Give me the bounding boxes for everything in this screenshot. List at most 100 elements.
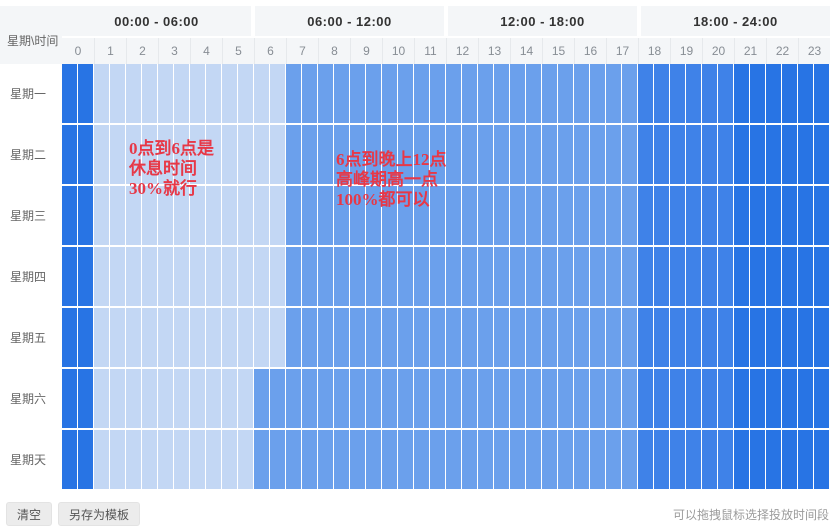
schedule-cell-h6[interactable] <box>254 430 285 489</box>
schedule-cell-half[interactable] <box>158 64 173 123</box>
schedule-cell-half[interactable] <box>270 430 285 489</box>
schedule-cell-half[interactable] <box>814 125 829 184</box>
schedule-cell-half[interactable] <box>590 308 605 367</box>
schedule-cell-half[interactable] <box>606 308 621 367</box>
schedule-cell-half[interactable] <box>526 308 541 367</box>
schedule-cell-half[interactable] <box>798 186 813 245</box>
schedule-cell-half[interactable] <box>110 308 125 367</box>
schedule-cell-half[interactable] <box>142 369 157 428</box>
schedule-cell-half[interactable] <box>670 186 685 245</box>
schedule-cell-half[interactable] <box>238 247 253 306</box>
schedule-cell-half[interactable] <box>270 369 285 428</box>
schedule-cell-h16[interactable] <box>574 125 605 184</box>
schedule-cell-half[interactable] <box>414 430 429 489</box>
schedule-cell-half[interactable] <box>110 125 125 184</box>
schedule-cell-half[interactable] <box>750 308 765 367</box>
schedule-cell-half[interactable] <box>366 247 381 306</box>
schedule-cell-half[interactable] <box>302 247 317 306</box>
schedule-cell-h10[interactable] <box>382 186 413 245</box>
schedule-cell-half[interactable] <box>734 308 749 367</box>
schedule-cell-h7[interactable] <box>286 64 317 123</box>
schedule-cell-half[interactable] <box>238 308 253 367</box>
schedule-cell-h16[interactable] <box>574 430 605 489</box>
schedule-cell-half[interactable] <box>174 247 189 306</box>
schedule-cell-half[interactable] <box>526 247 541 306</box>
schedule-cell-h15[interactable] <box>542 186 573 245</box>
schedule-cell-half[interactable] <box>718 247 733 306</box>
schedule-cell-half[interactable] <box>446 430 461 489</box>
schedule-cell-half[interactable] <box>302 125 317 184</box>
schedule-cell-h7[interactable] <box>286 308 317 367</box>
schedule-cell-half[interactable] <box>270 125 285 184</box>
schedule-cell-h11[interactable] <box>414 430 445 489</box>
schedule-cell-h14[interactable] <box>510 247 541 306</box>
schedule-cell-half[interactable] <box>510 125 525 184</box>
schedule-cell-half[interactable] <box>430 430 445 489</box>
schedule-cell-h1[interactable] <box>94 64 125 123</box>
schedule-cell-half[interactable] <box>654 125 669 184</box>
schedule-cell-half[interactable] <box>798 430 813 489</box>
schedule-cell-half[interactable] <box>350 64 365 123</box>
schedule-cell-h19[interactable] <box>670 186 701 245</box>
schedule-cell-half[interactable] <box>222 430 237 489</box>
schedule-cell-half[interactable] <box>478 369 493 428</box>
schedule-cell-half[interactable] <box>286 247 301 306</box>
schedule-cell-half[interactable] <box>174 369 189 428</box>
schedule-cell-half[interactable] <box>398 369 413 428</box>
schedule-cell-half[interactable] <box>254 186 269 245</box>
schedule-cell-half[interactable] <box>718 186 733 245</box>
schedule-cell-half[interactable] <box>798 125 813 184</box>
clear-button[interactable]: 清空 <box>6 502 53 526</box>
schedule-cell-half[interactable] <box>558 186 573 245</box>
schedule-cell-half[interactable] <box>734 186 749 245</box>
schedule-cell-half[interactable] <box>382 186 397 245</box>
schedule-cell-half[interactable] <box>638 430 653 489</box>
schedule-cell-h1[interactable] <box>94 186 125 245</box>
schedule-cell-half[interactable] <box>654 308 669 367</box>
schedule-cell-half[interactable] <box>494 186 509 245</box>
schedule-cell-half[interactable] <box>238 64 253 123</box>
schedule-cell-h11[interactable] <box>414 369 445 428</box>
schedule-cell-h5[interactable] <box>222 186 253 245</box>
schedule-cell-h21[interactable] <box>734 186 765 245</box>
schedule-cell-half[interactable] <box>190 369 205 428</box>
schedule-cell-h6[interactable] <box>254 369 285 428</box>
schedule-cell-half[interactable] <box>206 64 221 123</box>
schedule-cell-half[interactable] <box>638 369 653 428</box>
schedule-cell-half[interactable] <box>302 430 317 489</box>
schedule-cell-h15[interactable] <box>542 247 573 306</box>
schedule-cell-half[interactable] <box>814 247 829 306</box>
schedule-cell-half[interactable] <box>494 430 509 489</box>
schedule-cell-half[interactable] <box>670 430 685 489</box>
schedule-cell-half[interactable] <box>686 186 701 245</box>
schedule-cell-half[interactable] <box>398 247 413 306</box>
schedule-cell-half[interactable] <box>654 430 669 489</box>
schedule-cell-half[interactable] <box>222 186 237 245</box>
schedule-cell-h17[interactable] <box>606 125 637 184</box>
schedule-cell-h19[interactable] <box>670 64 701 123</box>
schedule-cell-half[interactable] <box>750 64 765 123</box>
schedule-cell-half[interactable] <box>286 125 301 184</box>
schedule-cell-half[interactable] <box>94 369 109 428</box>
schedule-cell-half[interactable] <box>78 430 93 489</box>
schedule-cell-half[interactable] <box>526 64 541 123</box>
schedule-cell-h5[interactable] <box>222 125 253 184</box>
schedule-cell-h5[interactable] <box>222 247 253 306</box>
schedule-cell-h21[interactable] <box>734 369 765 428</box>
schedule-cell-half[interactable] <box>94 125 109 184</box>
schedule-cell-half[interactable] <box>622 430 637 489</box>
schedule-cell-half[interactable] <box>366 186 381 245</box>
schedule-cell-half[interactable] <box>430 369 445 428</box>
schedule-cell-h7[interactable] <box>286 430 317 489</box>
schedule-cell-half[interactable] <box>670 247 685 306</box>
schedule-cell-h13[interactable] <box>478 247 509 306</box>
schedule-cell-half[interactable] <box>574 247 589 306</box>
schedule-cell-half[interactable] <box>526 430 541 489</box>
schedule-cell-half[interactable] <box>430 186 445 245</box>
schedule-cell-h16[interactable] <box>574 369 605 428</box>
schedule-cell-half[interactable] <box>238 430 253 489</box>
schedule-cell-h4[interactable] <box>190 125 221 184</box>
schedule-cell-half[interactable] <box>654 186 669 245</box>
schedule-cell-half[interactable] <box>542 125 557 184</box>
schedule-cell-h8[interactable] <box>318 186 349 245</box>
